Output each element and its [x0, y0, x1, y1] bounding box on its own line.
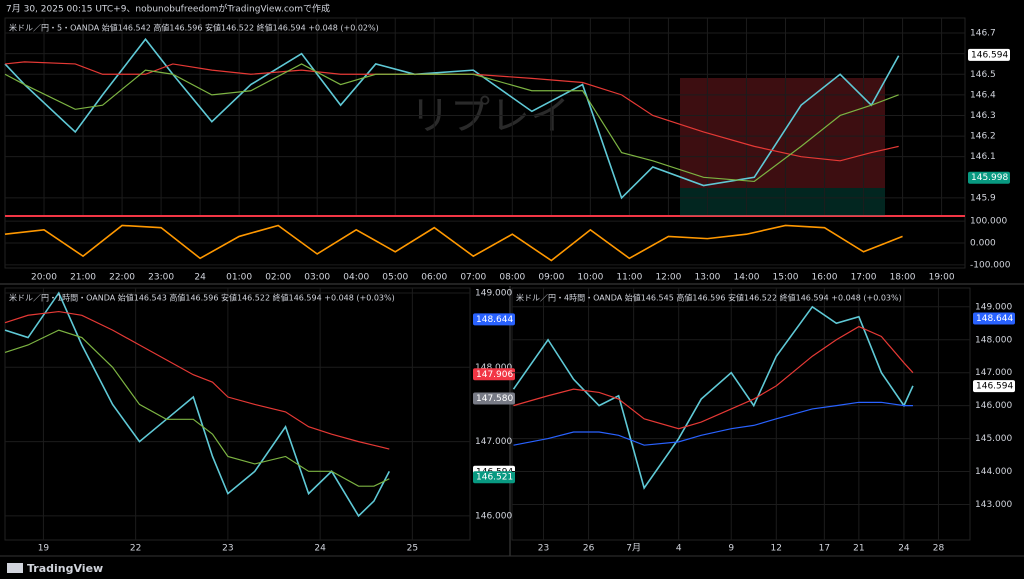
x-tick-label: 28: [933, 544, 945, 554]
x-tick-label: 16:00: [812, 273, 838, 283]
y-tick-label: 100.000: [970, 217, 1007, 227]
price-tag-label: 146.594: [971, 50, 1008, 60]
y-tick-label: 149.000: [975, 302, 1012, 312]
price-tag: [473, 313, 515, 326]
y-tick-label: 146.000: [475, 511, 512, 521]
x-tick-label: 22: [130, 544, 141, 554]
x-tick-label: 25: [407, 544, 418, 554]
x-tick-label: 26: [583, 544, 595, 554]
y-tick-label: -100.000: [970, 260, 1011, 270]
x-tick-label: 09:00: [538, 273, 564, 283]
header: 7月 30, 2025 00:15 UTC+9、nobunobufreedomが…: [6, 3, 330, 15]
x-tick-label: 23: [222, 544, 233, 554]
x-tick-label: 24: [314, 544, 326, 554]
x-tick-label: 03:00: [304, 273, 330, 283]
price-line: [4, 310, 390, 450]
x-tick-label: 19: [38, 544, 50, 554]
price-line: [4, 291, 391, 518]
price-line: [512, 305, 914, 490]
x-tick-label: 17: [819, 544, 830, 554]
y-tick-label: 143.000: [975, 500, 1012, 510]
x-tick-label: 21: [853, 544, 864, 554]
y-tick-label: 146.1: [970, 152, 996, 162]
x-tick-label: 4: [676, 544, 682, 554]
right-panel-frame: [511, 287, 971, 541]
x-tick-label: 23: [538, 544, 549, 554]
y-tick-label: 146.7: [970, 29, 996, 39]
y-tick-label: 146.2: [970, 132, 996, 142]
y-tick-label: 145.9: [970, 193, 996, 203]
x-tick-label: 12: [771, 544, 782, 554]
x-tick-label: 05:00: [382, 273, 408, 283]
x-tick-label: 17:00: [851, 273, 877, 283]
x-tick-label: 07:00: [460, 273, 486, 283]
y-tick-label: 0.000: [970, 239, 996, 249]
price-line: [4, 63, 899, 183]
y-tick-label: 147.000: [975, 368, 1012, 378]
y-tick-label: 148.000: [475, 363, 512, 373]
price-tag: [473, 392, 515, 405]
x-tick-label: 20:00: [31, 273, 57, 283]
x-tick-label: 12:00: [655, 273, 681, 283]
y-tick-label: 144.000: [975, 467, 1012, 477]
x-tick-label: 19:00: [929, 273, 955, 283]
x-tick-label: 10:00: [577, 273, 603, 283]
price-tag-label: 147.580: [476, 394, 513, 404]
y-tick-label: 145.000: [975, 434, 1012, 444]
price-tag: [968, 171, 1010, 184]
x-tick-label: 11:00: [616, 273, 642, 283]
price-tag-label: 148.644: [976, 314, 1013, 324]
price-line: [4, 329, 390, 487]
x-tick-label: 04:00: [343, 273, 369, 283]
x-tick-label: 7月: [626, 543, 641, 554]
price-tag-label: 146.594: [976, 382, 1013, 392]
price-tag-label: 146.521: [476, 473, 513, 483]
price-tag: [473, 368, 515, 381]
x-tick-label: 9: [728, 544, 734, 554]
price-tag: [973, 380, 1015, 393]
y-tick-label: 146.3: [970, 111, 996, 121]
y-tick-label: 146.000: [975, 401, 1012, 411]
panel-title: 米ドル／円・5・OANDA 始値146.542 高値146.596 安値146.…: [9, 23, 379, 33]
top-panel-frame: [4, 17, 966, 269]
y-tick-label: 146.4: [970, 90, 996, 100]
price-tag-label: 148.644: [476, 315, 513, 325]
panel-title: 米ドル／円・1時間・OANDA 始値146.543 高値146.596 安値14…: [9, 293, 395, 303]
x-tick-label: 24: [194, 273, 206, 283]
footer-brand: TradingView: [27, 562, 103, 575]
price-tag: [968, 48, 1010, 61]
price-line: [513, 325, 914, 430]
x-tick-label: 24: [898, 544, 910, 554]
x-tick-label: 02:00: [265, 273, 291, 283]
y-tick-label: 146.5: [970, 70, 996, 80]
y-tick-label: 147.000: [475, 437, 512, 447]
x-tick-label: 08:00: [499, 273, 525, 283]
panel-title: 米ドル／円・4時間・OANDA 始値146.545 高値146.596 安値14…: [516, 293, 902, 303]
x-tick-label: 15:00: [773, 273, 799, 283]
y-tick-label: 149.000: [475, 288, 512, 298]
position-box: [680, 188, 885, 216]
x-tick-label: 01:00: [226, 273, 252, 283]
price-tag: [473, 471, 515, 484]
price-tag-label: 147.906: [476, 370, 513, 380]
x-tick-label: 22:00: [109, 273, 135, 283]
x-tick-label: 23:00: [148, 273, 174, 283]
y-tick-label: 148.000: [975, 335, 1012, 345]
x-tick-label: 18:00: [890, 273, 916, 283]
price-line: [513, 401, 913, 446]
price-line: [4, 224, 903, 262]
watermark: リプレイ: [410, 93, 570, 139]
x-tick-label: 13:00: [694, 273, 720, 283]
logo: [7, 563, 23, 573]
x-tick-label: 06:00: [421, 273, 447, 283]
left-panel-frame: [4, 287, 471, 541]
x-tick-label: 21:00: [70, 273, 96, 283]
x-tick-label: 14:00: [733, 273, 759, 283]
price-tag: [973, 312, 1015, 325]
price-tag-label: 145.998: [971, 173, 1008, 183]
